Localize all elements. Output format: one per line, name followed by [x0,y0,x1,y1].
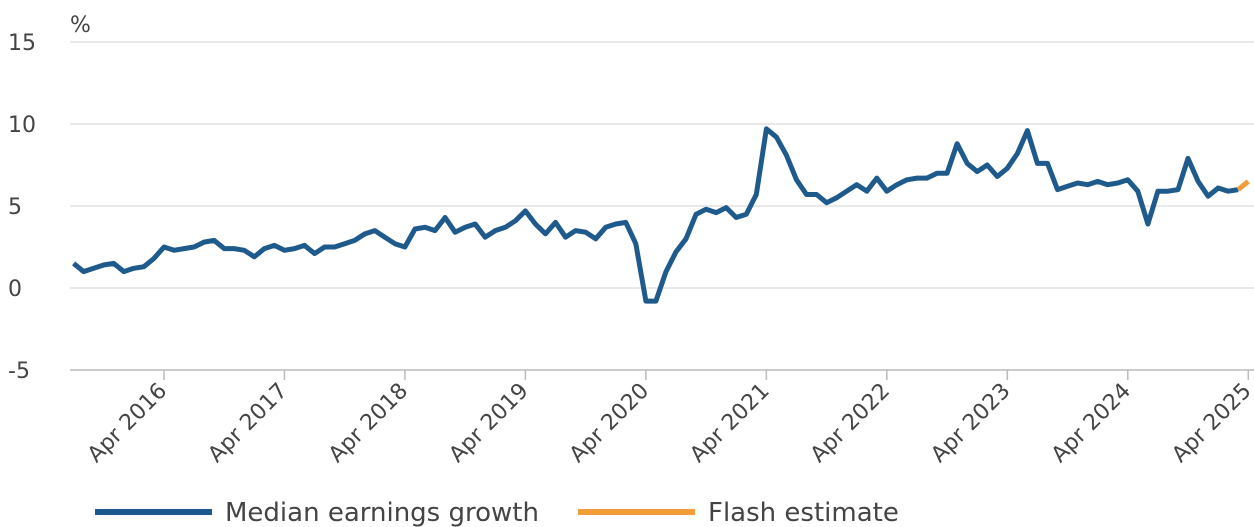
x-tick-label: Apr 2019 [445,379,534,468]
x-tick-label: Apr 2022 [806,379,895,468]
x-tick-label: Apr 2025 [1167,379,1254,468]
x-tick-label: Apr 2021 [685,379,774,468]
legend-label: Flash estimate [708,498,899,527]
x-tick-label: Apr 2017 [204,379,293,468]
y-tick-label: 5 [8,195,22,220]
y-tick-label: 15 [8,31,36,56]
y-axis-label: % [70,13,91,38]
legend-item: Flash estimate [578,498,899,527]
y-tick-label: -5 [8,359,30,384]
series-line [1236,179,1250,192]
y-tick-label: 0 [8,277,22,302]
x-tick-label: Apr 2024 [1047,379,1136,468]
legend-item: Median earnings growth [95,498,539,527]
x-tick-label: Apr 2023 [926,379,1015,468]
x-tick-label: Apr 2016 [83,379,172,468]
legend-label: Median earnings growth [225,498,539,527]
series-line [72,126,1239,304]
x-tick-label: Apr 2018 [324,379,413,468]
y-tick-label: 10 [8,113,36,138]
x-tick-label: Apr 2020 [565,379,654,468]
